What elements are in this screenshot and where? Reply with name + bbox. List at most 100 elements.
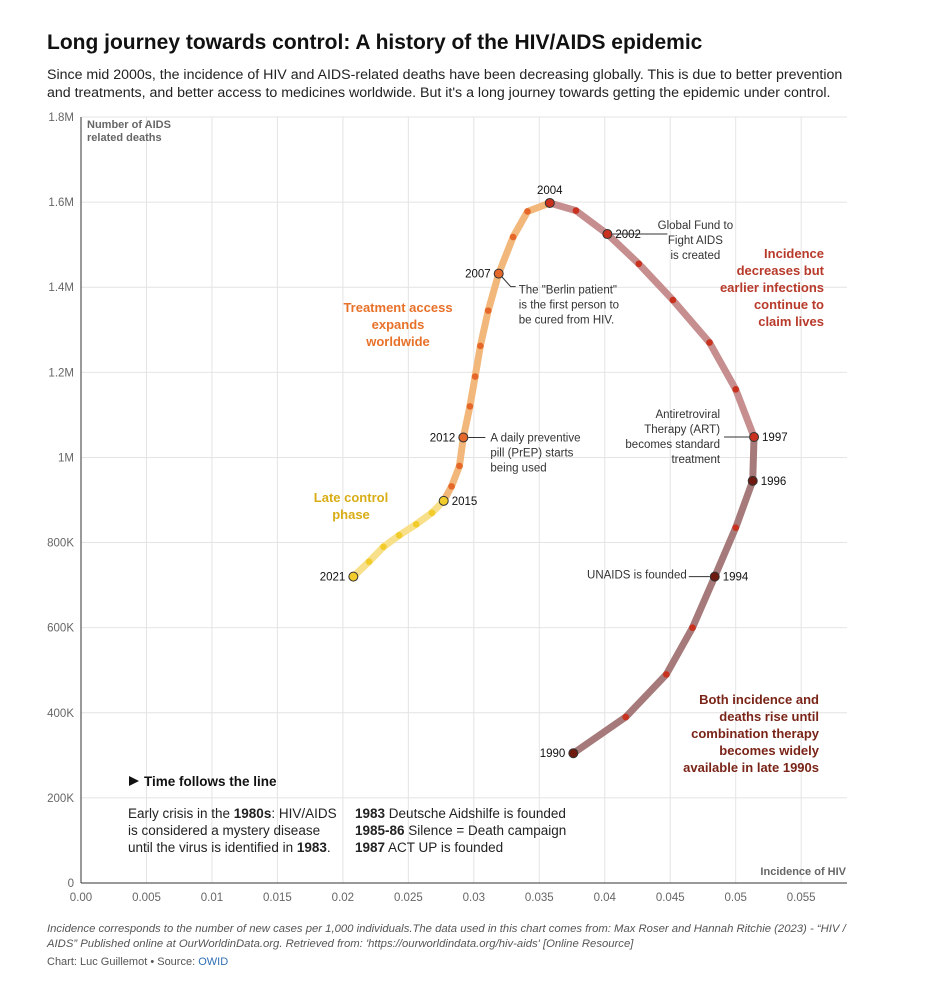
annotation-leader xyxy=(501,276,516,288)
data-point xyxy=(428,509,436,517)
phase-label: available in late 1990s xyxy=(683,760,819,775)
trajectory-segment xyxy=(569,713,630,757)
x-tick-label: 0.01 xyxy=(201,892,223,904)
annotation-text: pill (PrEP) starts xyxy=(490,447,573,459)
y-tick-label: 200K xyxy=(47,793,74,805)
annotation-text: UNAIDS is founded xyxy=(587,570,687,582)
x-tick-label: 0.04 xyxy=(594,892,617,904)
credit-text: Chart: Luc Guillemot • Source: xyxy=(47,956,199,968)
data-point xyxy=(484,307,492,314)
milestones-text: 1985-86 Silence = Death campaign xyxy=(355,823,566,838)
milestones-text: 1987 ACT UP is founded xyxy=(355,840,503,855)
data-point xyxy=(635,260,643,268)
phase-label: earlier infections xyxy=(720,280,824,295)
early-crisis-text: until the virus is identified in 1983. xyxy=(128,840,331,855)
y-tick-label: 0 xyxy=(68,878,74,890)
phase-labels: Incidence decreases but earlier infections… xyxy=(314,246,825,775)
footnote: Incidence corresponds to the number of n… xyxy=(47,923,846,950)
phase-label: claim lives xyxy=(758,314,824,329)
x-tick-label: 0.025 xyxy=(394,892,423,904)
trajectory-segment xyxy=(448,462,463,490)
trajectory-segment xyxy=(669,296,714,347)
annotations: Global Fund to Fight AIDS is created The "B… xyxy=(468,220,750,582)
chart-title: Long journey towards control: A history … xyxy=(47,31,703,54)
x-tick-label: 0.035 xyxy=(525,892,554,904)
text-segment: 1983 xyxy=(297,840,328,855)
annotation-text: is created xyxy=(670,250,720,262)
annotation-text: Therapy (ART) xyxy=(644,424,720,436)
x-tick-label: 0.05 xyxy=(725,892,747,904)
trajectory-segment xyxy=(509,207,532,241)
trajectory-segment xyxy=(459,402,474,441)
y-tick-label: 1.8M xyxy=(48,112,74,124)
text-segment: until the virus is identified in xyxy=(128,840,297,855)
trajectory-segment xyxy=(572,207,611,238)
chart-svg: 0.00 0.005 0.01 0.015 0.02 0.025 0.03 0.035 0.04… xyxy=(47,112,847,904)
text-segment: : HIV/AIDS xyxy=(271,806,336,821)
phase-label: deaths rise until xyxy=(719,709,819,724)
x-tick-label: 0.045 xyxy=(656,892,685,904)
trajectory-segment xyxy=(732,477,757,532)
text-segment: . xyxy=(327,840,331,855)
data-point xyxy=(395,532,403,539)
trajectory-segment xyxy=(635,260,677,304)
text-segment: Early crisis in the xyxy=(128,806,234,821)
phase-label: worldwide xyxy=(365,334,430,349)
early-crisis-text: Early crisis in the 1980s: HIV/AIDS xyxy=(128,806,337,821)
text-segment: is considered a mystery disease xyxy=(128,823,320,838)
year-label: 1990 xyxy=(540,748,566,760)
phase-label: continue to xyxy=(754,297,824,312)
data-point xyxy=(749,432,760,443)
text-segment: Deutsche Aidshilfe is founded xyxy=(385,806,566,821)
annotation-text: Fight AIDS xyxy=(668,235,723,247)
trajectory-segment xyxy=(732,385,758,441)
y-tick-label: 1.2M xyxy=(48,367,74,379)
data-point xyxy=(509,233,517,241)
text-segment: 1980s xyxy=(234,806,272,821)
data-point xyxy=(732,524,740,531)
data-point xyxy=(663,671,670,678)
phase-label: Both incidence and xyxy=(699,692,819,707)
y-tick-label: 1M xyxy=(58,452,74,464)
annotation-text: being used xyxy=(490,462,546,474)
annotation-text: treatment xyxy=(671,454,720,466)
x-tick-label: 0.00 xyxy=(70,892,92,904)
y-tick-label: 1.4M xyxy=(48,282,74,294)
year-label: 2015 xyxy=(452,496,478,508)
data-point xyxy=(466,403,474,410)
phase-label: becomes widely xyxy=(719,743,819,758)
year-label: 2002 xyxy=(615,229,641,241)
data-point xyxy=(622,713,630,721)
data-point xyxy=(365,558,373,566)
data-point xyxy=(448,483,455,490)
annotation-text: A daily preventive xyxy=(490,432,580,444)
x-tick-label: 0.03 xyxy=(463,892,485,904)
data-point xyxy=(689,624,696,631)
data-point xyxy=(709,571,720,582)
timeline-heading: Time follows the line xyxy=(144,774,277,789)
x-tick-label: 0.015 xyxy=(263,892,292,904)
data-point xyxy=(572,207,580,214)
data-point xyxy=(471,373,479,380)
text-segment: 1987 xyxy=(355,840,385,855)
data-point xyxy=(568,748,579,759)
phase-label: Incidence xyxy=(764,246,824,261)
annotation-text: Antiretroviral xyxy=(655,409,720,421)
year-label: 1996 xyxy=(761,476,787,488)
trajectory-segment xyxy=(749,433,758,485)
year-label: 2012 xyxy=(430,432,456,444)
phase-label: phase xyxy=(332,507,370,522)
source-link[interactable]: OWID xyxy=(198,956,229,968)
data-point xyxy=(412,520,420,528)
y-tick-label: 1.6M xyxy=(48,197,74,209)
data-point xyxy=(544,197,555,208)
phase-label: combination therapy xyxy=(691,726,820,741)
year-label: 1997 xyxy=(762,432,788,444)
text-segment: 1983 xyxy=(355,806,386,821)
y-tick-label: 400K xyxy=(47,708,74,720)
x-tick-label: 0.02 xyxy=(332,892,354,904)
chart-subtitle: Since mid 2000s, the incidence of HIV an… xyxy=(47,67,843,101)
trajectory-segment xyxy=(622,670,670,721)
data-point xyxy=(602,229,613,240)
data-point xyxy=(380,543,387,551)
